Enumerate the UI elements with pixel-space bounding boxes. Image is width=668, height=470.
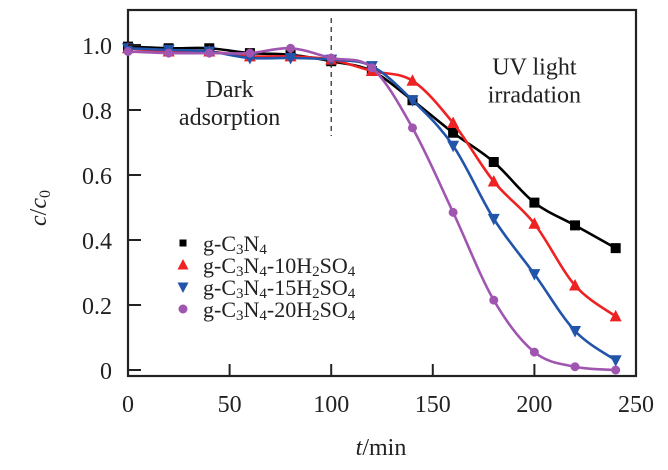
data-point: [245, 48, 255, 58]
data-point: [286, 43, 296, 53]
data-point: [528, 217, 541, 229]
x-tick-label: 50: [218, 392, 242, 418]
legend-marker: [177, 259, 189, 270]
y-tick-label: 0.4: [82, 229, 112, 255]
data-point: [448, 207, 458, 217]
data-point: [610, 243, 621, 254]
legend-marker: [178, 304, 188, 314]
legend-label: g-C3N4-10H2SO4: [203, 253, 356, 280]
legend-label: g-C3N4-15H2SO4: [203, 275, 356, 302]
uv-irradiation-label: irradation: [488, 82, 581, 108]
y-tick-label: 0.2: [82, 294, 112, 320]
data-point: [611, 365, 621, 375]
x-tick-label: 0: [122, 392, 134, 418]
data-point: [447, 140, 460, 153]
x-tick-label: 150: [415, 392, 451, 418]
data-point: [569, 279, 582, 291]
data-point: [488, 157, 499, 167]
x-tick-label: 200: [516, 392, 552, 418]
data-point: [204, 48, 214, 58]
legend-marker: [177, 282, 189, 293]
y-tick-label: 0.8: [82, 99, 112, 125]
x-tick-label: 250: [618, 392, 654, 418]
data-point: [570, 220, 581, 231]
data-point: [487, 213, 500, 226]
data-point: [528, 269, 541, 281]
y-tick-label: 0: [100, 359, 112, 385]
data-point: [529, 197, 540, 208]
data-point: [609, 355, 622, 367]
x-tick-label: 100: [313, 392, 349, 418]
data-point: [407, 123, 417, 133]
data-point: [284, 53, 297, 65]
series-layer: [122, 41, 622, 375]
data-point: [406, 95, 419, 107]
data-point: [367, 63, 377, 73]
y-tick-label: 0.6: [82, 164, 112, 190]
axes: 0 50 100 150 200 250 0 0.2 0.4 0.6 0.8 1.0: [82, 34, 654, 418]
data-point: [569, 326, 582, 338]
data-point: [406, 74, 419, 86]
x-axis-title: t/min: [356, 435, 407, 461]
data-point: [447, 116, 460, 128]
data-point: [529, 347, 539, 357]
data-point: [609, 309, 622, 322]
y-tick-label: 1.0: [82, 34, 112, 60]
data-point: [570, 362, 580, 372]
data-point: [487, 175, 500, 187]
legend-marker: [179, 239, 187, 247]
data-point: [448, 127, 459, 138]
data-point: [326, 53, 336, 63]
legend-label: g-C3N4-20H2SO4: [203, 297, 356, 324]
y-axis-title: c/c0: [26, 190, 54, 226]
plot-frame: [126, 8, 638, 378]
uv-irradiation-label: UV light: [492, 54, 577, 80]
dark-adsorption-label: adsorption: [179, 105, 280, 131]
dark-adsorption-label: Dark: [206, 77, 254, 103]
legend-label: g-C3N4: [203, 231, 267, 258]
legend: g-C3N4g-C3N4-10H2SO4g-C3N4-15H2SO4g-C3N4…: [177, 231, 356, 324]
data-point: [489, 295, 499, 305]
series-g-C3N4-20H2SO4: [123, 43, 621, 375]
data-point: [123, 47, 133, 56]
plot-area: [126, 8, 638, 378]
data-point: [164, 48, 174, 58]
